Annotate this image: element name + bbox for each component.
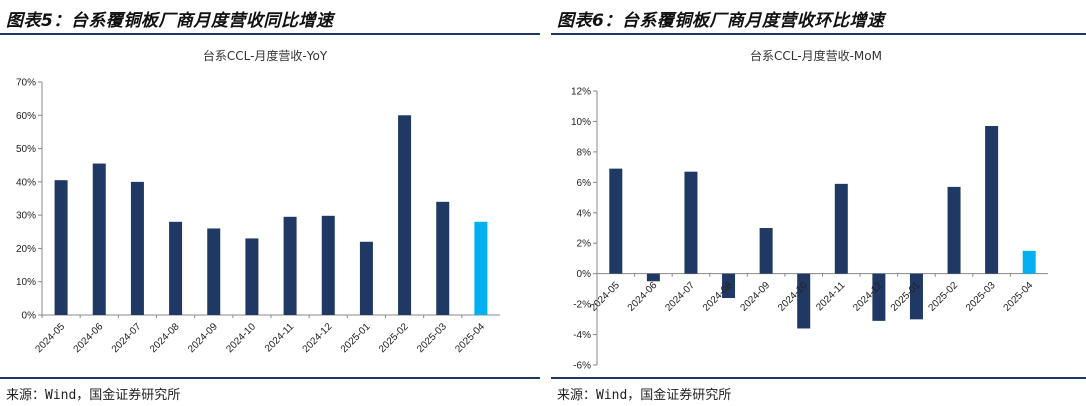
y-tick-label: 0% (22, 311, 37, 322)
x-tick-label: 2024-06 (72, 321, 106, 355)
x-tick-label: 2024-05 (588, 280, 622, 314)
y-tick-label: 12% (571, 87, 591, 98)
x-tick-label: 2025-03 (415, 321, 449, 355)
bar-2024-12 (872, 273, 886, 321)
chart-title: 台系CCL-月度营收-YoY (203, 48, 328, 63)
left-panel: 图表5：台系覆铜板厂商月度营收同比增速 台系CCL-月度营收-YoY 0% 10% 2… (0, 0, 540, 406)
x-tick-label: 2025-02 (926, 280, 960, 314)
y-tick-label: -4% (573, 330, 591, 341)
x-tick-label: 2024-08 (148, 321, 182, 355)
bar-2025-03 (436, 201, 450, 315)
x-tick-label: 2025-02 (377, 321, 411, 355)
bar-2025-01 (359, 241, 373, 315)
bar-2024-08 (722, 273, 736, 299)
y-tick-label: 0% (577, 269, 592, 280)
bar-2025-01 (909, 273, 923, 320)
right-source-note: 来源：Wind，国金证券研究所 (557, 388, 732, 403)
left-bottom-rule (0, 377, 540, 379)
x-tick-label: 2024-07 (663, 280, 697, 314)
yoy-chart: 台系CCL-月度营收-YoY 0% 10% 20% 30% 40% 50% 60% 70% 202… (16, 48, 500, 355)
x-tick-label: 2025-04 (453, 321, 487, 355)
right-bottom-rule (551, 377, 1086, 379)
bar-2024-06 (92, 163, 106, 315)
bar-2025-03 (985, 126, 999, 274)
y-tick-label: 50% (16, 144, 36, 155)
bar-2024-05 (609, 168, 623, 274)
bar-2024-09 (759, 228, 773, 274)
left-source-note: 来源：Wind，国金证券研究所 (6, 388, 181, 403)
bar-2024-10 (245, 238, 259, 315)
x-tick-label: 2024-06 (626, 280, 660, 314)
right-top-rule (551, 33, 1086, 35)
y-tick-label: -6% (573, 361, 591, 372)
bar-2025-04 (474, 221, 488, 315)
bar-2025-04 (1022, 250, 1036, 274)
chart-title: 台系CCL-月度营收-MoM (750, 48, 882, 63)
bar-2024-07 (130, 181, 144, 315)
y-tick-label: 10% (16, 277, 36, 288)
mom-chart: 台系CCL-月度营收-MoM -6% -4% -2% 0% 2% 4% 6% 8% 10% 12% 2… (571, 48, 1048, 372)
bar-2024-10 (797, 273, 811, 329)
bar-2024-11 (283, 216, 297, 315)
y-tick-label: 2% (577, 239, 592, 250)
x-tick-label: 2025-04 (1002, 280, 1036, 314)
right-panel: 图表6：台系覆铜板厂商月度营收环比增速 台系CCL-月度营收-MoM -6% -4%… (551, 0, 1086, 406)
y-tick-label: 40% (16, 177, 36, 188)
bar-2024-12 (321, 215, 335, 315)
y-tick-label: 70% (16, 78, 36, 89)
bar-2025-02 (398, 115, 412, 316)
y-tick-label: 4% (577, 208, 592, 219)
x-tick-label: 2025-03 (964, 280, 998, 314)
y-tick-label: 6% (577, 178, 592, 189)
x-tick-label: 2024-11 (263, 321, 297, 355)
left-top-rule (0, 33, 540, 35)
x-tick-label: 2024-09 (739, 280, 773, 314)
x-tick-label: 2024-10 (224, 321, 258, 355)
bar-2024-09 (207, 228, 221, 315)
y-tick-label: 60% (16, 111, 36, 122)
x-tick-label: 2025-01 (339, 321, 373, 355)
x-tick-label: 2024-05 (33, 321, 67, 355)
x-tick-label: 2024-12 (301, 321, 335, 355)
bar-2024-07 (684, 171, 698, 274)
y-tick-label: 20% (16, 244, 36, 255)
bar-2024-08 (169, 221, 183, 315)
bar-2024-11 (834, 183, 848, 274)
y-tick-label: 30% (16, 211, 36, 222)
x-tick-label: 2024-09 (186, 321, 220, 355)
bar-2024-05 (54, 180, 68, 315)
bar-2024-06 (646, 273, 660, 282)
y-tick-label: -2% (573, 300, 591, 311)
x-tick-label: 2024-11 (814, 280, 848, 314)
right-figure-title: 图表6：台系覆铜板厂商月度营收环比增速 (557, 11, 885, 31)
y-tick-label: 10% (571, 117, 591, 128)
y-tick-label: 8% (577, 147, 592, 158)
left-figure-title: 图表5：台系覆铜板厂商月度营收同比增速 (6, 11, 334, 31)
bar-2025-02 (947, 186, 961, 274)
x-tick-label: 2024-07 (110, 321, 144, 355)
